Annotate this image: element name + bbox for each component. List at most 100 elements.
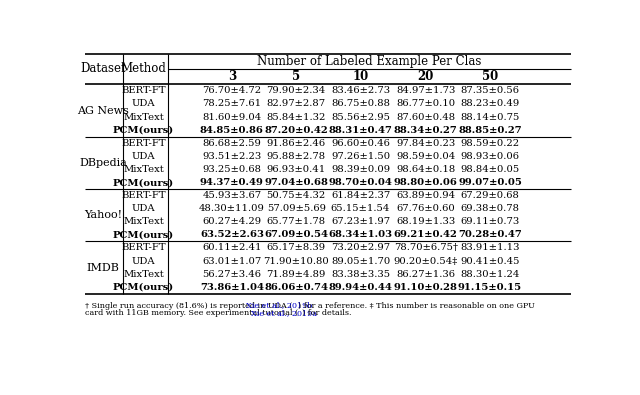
Text: 69.38±0.78: 69.38±0.78 bbox=[460, 204, 520, 213]
Text: ) for details.: ) for details. bbox=[301, 309, 351, 317]
Text: card with 11GB memory. See experimental tutorial (: card with 11GB memory. See experimental … bbox=[85, 309, 298, 317]
Text: 91.10±0.28: 91.10±0.28 bbox=[394, 283, 458, 292]
Text: 96.60±0.46: 96.60±0.46 bbox=[331, 139, 390, 148]
Text: 45.93±3.67: 45.93±3.67 bbox=[202, 191, 262, 200]
Text: BERT-FT: BERT-FT bbox=[121, 139, 166, 148]
Text: 88.14±0.75: 88.14±0.75 bbox=[460, 113, 520, 122]
Text: Dataset: Dataset bbox=[81, 62, 126, 75]
Text: 97.26±1.50: 97.26±1.50 bbox=[331, 152, 390, 161]
Text: 67.09±0.54: 67.09±0.54 bbox=[264, 230, 328, 239]
Text: 84.85±0.86: 84.85±0.86 bbox=[200, 126, 264, 135]
Text: 88.85±0.27: 88.85±0.27 bbox=[458, 126, 522, 135]
Text: 71.90±10.80: 71.90±10.80 bbox=[263, 257, 329, 265]
Text: 94.37±0.49: 94.37±0.49 bbox=[200, 178, 264, 187]
Text: 83.38±3.35: 83.38±3.35 bbox=[331, 270, 390, 278]
Text: 63.89±0.94: 63.89±0.94 bbox=[396, 191, 455, 200]
Text: 69.21±0.42: 69.21±0.42 bbox=[394, 230, 458, 239]
Text: 65.15±1.54: 65.15±1.54 bbox=[331, 204, 390, 213]
Text: 3: 3 bbox=[228, 70, 236, 83]
Text: 86.27±1.36: 86.27±1.36 bbox=[396, 270, 455, 278]
Text: 90.20±0.54‡: 90.20±0.54‡ bbox=[394, 257, 458, 265]
Text: 60.11±2.41: 60.11±2.41 bbox=[202, 243, 262, 252]
Text: 68.19±1.33: 68.19±1.33 bbox=[396, 217, 455, 226]
Text: 67.76±0.60: 67.76±0.60 bbox=[396, 204, 455, 213]
Text: BERT-FT: BERT-FT bbox=[121, 87, 166, 96]
Text: 86.06±0.74: 86.06±0.74 bbox=[264, 283, 328, 292]
Text: MixText: MixText bbox=[123, 165, 164, 174]
Text: UDA: UDA bbox=[132, 257, 156, 265]
Text: 71.89±4.89: 71.89±4.89 bbox=[266, 270, 326, 278]
Text: 48.30±11.09: 48.30±11.09 bbox=[199, 204, 265, 213]
Text: 82.97±2.87: 82.97±2.87 bbox=[267, 100, 326, 109]
Text: Yahoo!: Yahoo! bbox=[84, 210, 122, 220]
Text: 68.34±1.03: 68.34±1.03 bbox=[328, 230, 392, 239]
Text: PCM(ours): PCM(ours) bbox=[113, 126, 174, 135]
Text: † Single run accuracy (81.6%) is reported in UDA (: † Single run accuracy (81.6%) is reporte… bbox=[85, 301, 293, 310]
Text: 60.27±4.29: 60.27±4.29 bbox=[202, 217, 262, 226]
Text: PCM(ours): PCM(ours) bbox=[113, 230, 174, 239]
Text: PCM(ours): PCM(ours) bbox=[113, 178, 174, 187]
Text: 93.25±0.68: 93.25±0.68 bbox=[202, 165, 261, 174]
Text: 86.77±0.10: 86.77±0.10 bbox=[396, 100, 455, 109]
Text: 88.23±0.49: 88.23±0.49 bbox=[460, 100, 520, 109]
Text: 20: 20 bbox=[417, 70, 434, 83]
Text: 50: 50 bbox=[482, 70, 498, 83]
Text: 88.34±0.27: 88.34±0.27 bbox=[394, 126, 458, 135]
Text: Method: Method bbox=[120, 62, 166, 75]
Text: 98.93±0.06: 98.93±0.06 bbox=[460, 152, 520, 161]
Text: 98.64±0.18: 98.64±0.18 bbox=[396, 165, 455, 174]
Text: 81.60±9.04: 81.60±9.04 bbox=[202, 113, 262, 122]
Text: 10: 10 bbox=[353, 70, 369, 83]
Text: 5: 5 bbox=[292, 70, 300, 83]
Text: 98.59±0.04: 98.59±0.04 bbox=[396, 152, 455, 161]
Text: 78.25±7.61: 78.25±7.61 bbox=[202, 100, 262, 109]
Text: 89.05±1.70: 89.05±1.70 bbox=[331, 257, 390, 265]
Text: 86.75±0.88: 86.75±0.88 bbox=[331, 100, 390, 109]
Text: 85.56±2.95: 85.56±2.95 bbox=[331, 113, 390, 122]
Text: 89.94±0.44: 89.94±0.44 bbox=[328, 283, 392, 292]
Text: 98.80±0.06: 98.80±0.06 bbox=[394, 178, 458, 187]
Text: 63.01±1.07: 63.01±1.07 bbox=[202, 257, 262, 265]
Text: UDA: UDA bbox=[132, 204, 156, 213]
Text: Xie et al., 2019a: Xie et al., 2019a bbox=[251, 309, 317, 317]
Text: 67.23±1.97: 67.23±1.97 bbox=[331, 217, 390, 226]
Text: UDA: UDA bbox=[132, 100, 156, 109]
Text: 96.93±0.41: 96.93±0.41 bbox=[267, 165, 326, 174]
Text: 91.86±2.46: 91.86±2.46 bbox=[267, 139, 326, 148]
Text: 88.30±1.24: 88.30±1.24 bbox=[460, 270, 520, 278]
Text: 79.90±2.34: 79.90±2.34 bbox=[267, 87, 326, 96]
Text: MixText: MixText bbox=[123, 217, 164, 226]
Text: 88.31±0.47: 88.31±0.47 bbox=[328, 126, 392, 135]
Text: 99.07±0.05: 99.07±0.05 bbox=[458, 178, 522, 187]
Text: 73.86±1.04: 73.86±1.04 bbox=[200, 283, 264, 292]
Text: 70.28±0.47: 70.28±0.47 bbox=[458, 230, 522, 239]
Text: IMDB: IMDB bbox=[87, 263, 120, 273]
Text: Number of Labeled Example Per Clas: Number of Labeled Example Per Clas bbox=[257, 55, 481, 68]
Text: 90.41±0.45: 90.41±0.45 bbox=[460, 257, 520, 265]
Text: 56.27±3.46: 56.27±3.46 bbox=[202, 270, 261, 278]
Text: 78.70±6.75†: 78.70±6.75† bbox=[394, 243, 458, 252]
Text: 50.75±4.32: 50.75±4.32 bbox=[267, 191, 326, 200]
Text: BERT-FT: BERT-FT bbox=[121, 191, 166, 200]
Text: AG News: AG News bbox=[77, 105, 129, 116]
Text: 91.15±0.15: 91.15±0.15 bbox=[458, 283, 522, 292]
Text: DBpedia: DBpedia bbox=[79, 158, 127, 168]
Text: UDA: UDA bbox=[132, 152, 156, 161]
Text: MixText: MixText bbox=[123, 270, 164, 278]
Text: 61.84±2.37: 61.84±2.37 bbox=[331, 191, 390, 200]
Text: MixText: MixText bbox=[123, 113, 164, 122]
Text: 97.84±0.23: 97.84±0.23 bbox=[396, 139, 455, 148]
Text: 76.70±4.72: 76.70±4.72 bbox=[202, 87, 262, 96]
Text: 87.60±0.48: 87.60±0.48 bbox=[396, 113, 455, 122]
Text: Xie et al., 2019b: Xie et al., 2019b bbox=[246, 301, 312, 310]
Text: ) for a reference. ‡ This number is reasonable on one GPU: ) for a reference. ‡ This number is reas… bbox=[298, 301, 534, 310]
Text: 83.91±1.13: 83.91±1.13 bbox=[460, 243, 520, 252]
Text: 69.11±0.73: 69.11±0.73 bbox=[460, 217, 520, 226]
Text: 65.77±1.78: 65.77±1.78 bbox=[267, 217, 326, 226]
Text: 65.17±8.39: 65.17±8.39 bbox=[267, 243, 326, 252]
Text: 86.68±2.59: 86.68±2.59 bbox=[202, 139, 261, 148]
Text: 87.20±0.42: 87.20±0.42 bbox=[264, 126, 328, 135]
Text: 98.84±0.05: 98.84±0.05 bbox=[460, 165, 520, 174]
Text: 67.29±0.68: 67.29±0.68 bbox=[461, 191, 520, 200]
Text: 98.39±0.09: 98.39±0.09 bbox=[331, 165, 390, 174]
